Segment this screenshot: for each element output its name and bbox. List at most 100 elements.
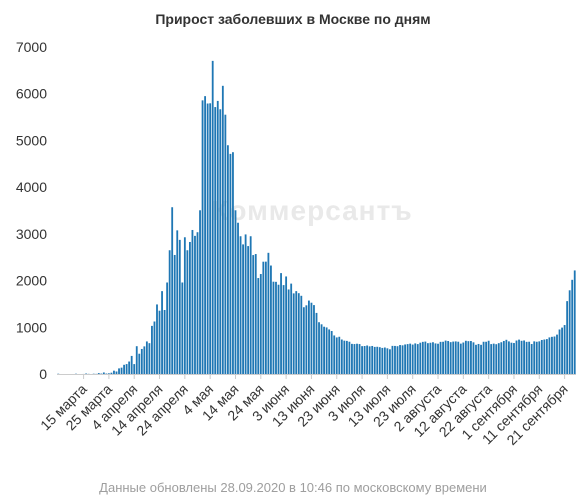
bar (356, 343, 358, 374)
bar (249, 236, 252, 374)
bar (176, 230, 179, 374)
bar (500, 342, 503, 374)
bar (411, 344, 414, 374)
bar (313, 305, 315, 374)
bar (449, 342, 452, 374)
bar (232, 152, 234, 374)
bar (432, 342, 434, 374)
bar (153, 321, 156, 374)
bar (133, 364, 136, 374)
bar (480, 344, 482, 374)
bar (320, 324, 323, 374)
bar (419, 342, 422, 374)
bar (358, 344, 361, 374)
bar (224, 114, 227, 374)
bar (229, 153, 232, 374)
bar (244, 234, 247, 374)
bar (343, 340, 346, 374)
bar (416, 344, 419, 374)
bar (368, 346, 371, 374)
bar (568, 290, 571, 374)
bar (206, 103, 209, 375)
bar (323, 326, 325, 374)
bar (186, 250, 189, 374)
bar (340, 339, 343, 374)
bar (196, 232, 199, 374)
bar (110, 372, 113, 374)
bar (128, 361, 131, 374)
bar (194, 235, 196, 374)
y-tick-label: 3000 (16, 226, 47, 242)
bar (282, 285, 285, 374)
bar (143, 346, 146, 374)
bar (485, 341, 488, 374)
bar (444, 340, 447, 374)
bar (262, 261, 265, 374)
bar (548, 337, 551, 374)
bar (315, 312, 318, 374)
bar (376, 346, 379, 374)
bar (571, 279, 574, 374)
bar (166, 282, 169, 374)
bar (290, 283, 293, 374)
bar (528, 341, 531, 374)
bar (183, 237, 186, 374)
bar (270, 265, 272, 374)
bar (123, 364, 125, 374)
bar (535, 341, 538, 374)
bar (151, 325, 153, 374)
bar (156, 304, 158, 374)
bar (543, 339, 546, 374)
bar (140, 348, 143, 374)
bar (237, 222, 239, 374)
chart-title: Прирост заболевших в Москве по дням (155, 11, 431, 27)
bar (254, 254, 257, 374)
y-tick-label: 2000 (16, 273, 47, 289)
bar (264, 261, 267, 374)
bar (401, 345, 404, 374)
bar (115, 371, 118, 374)
y-axis: 0 1000 2000 3000 4000 5000 6000 7000 (16, 39, 47, 382)
bar (378, 347, 381, 374)
bar (163, 310, 166, 374)
bar (173, 254, 176, 374)
bar (310, 302, 313, 374)
bar (158, 310, 161, 374)
bar (209, 103, 212, 374)
bar (442, 341, 444, 374)
bar (125, 364, 128, 374)
watermark-logo: Коммерсантъ (211, 195, 412, 226)
bar (429, 342, 432, 374)
bar (373, 346, 376, 374)
bar (434, 343, 437, 374)
bar (199, 210, 201, 374)
bar (307, 300, 310, 374)
bar (189, 241, 191, 374)
bar (470, 341, 472, 374)
bar (371, 345, 374, 374)
bar (287, 289, 290, 374)
bar (145, 341, 148, 374)
bar (409, 343, 412, 374)
bar (538, 341, 541, 374)
bar (201, 100, 204, 374)
bar (467, 341, 470, 374)
bar (302, 307, 305, 374)
bar (381, 347, 384, 374)
bar (219, 109, 222, 375)
bar (239, 236, 242, 374)
bar (556, 334, 558, 374)
bar (242, 244, 244, 374)
bar (97, 373, 100, 374)
bar (558, 329, 561, 374)
y-tick-label: 0 (39, 366, 47, 382)
bar (424, 341, 427, 374)
bar (421, 341, 424, 374)
bar (518, 339, 520, 374)
bar (551, 336, 553, 374)
bar (573, 270, 576, 374)
bar (118, 368, 120, 374)
bar (338, 336, 341, 374)
bar (502, 340, 505, 374)
